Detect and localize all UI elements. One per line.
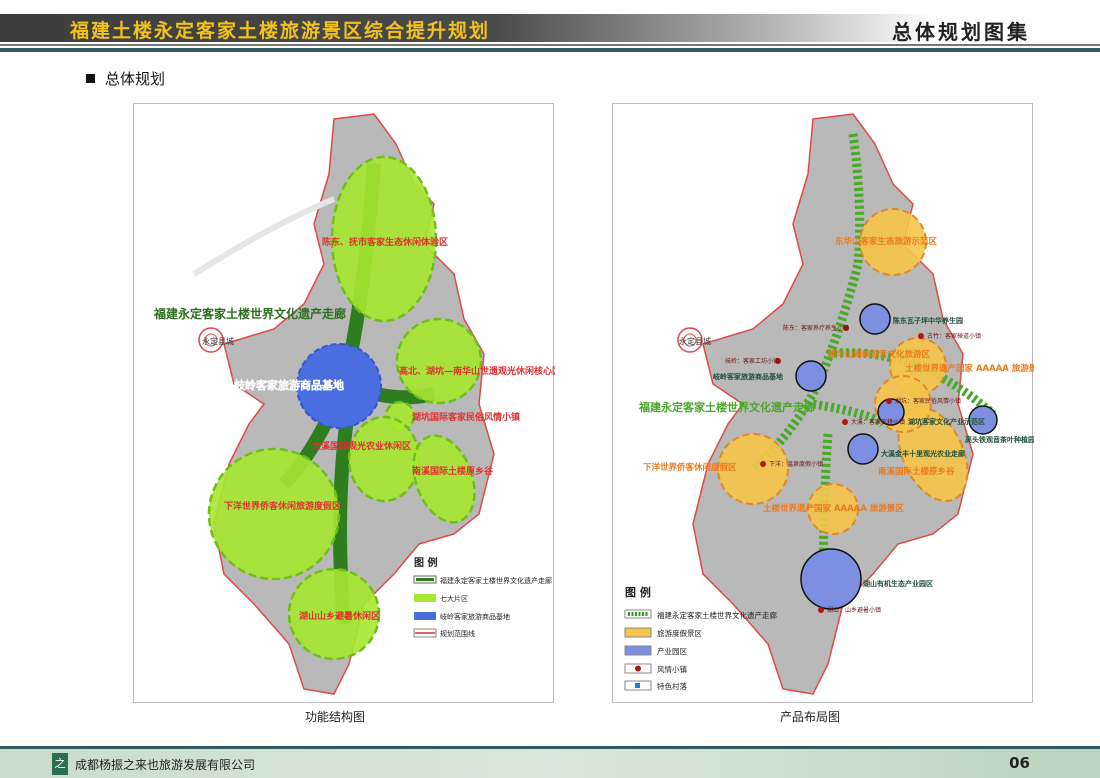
legend: 图 例 福建永定客家土楼世界文化遗产走廊 七大片区 岐岭客家旅游商品基地 规划范… [413,556,552,638]
legend: 图 例 福建永定客家土楼世界文化遗产走廊 旅游度假景区 产业园区 风情小镇 特色… [624,585,777,691]
zone-label: 高北、湖坑—南华山世遗观光休闲核心区 [399,365,555,377]
corridor-label: 福建永定客家土楼世界文化遗产走廊 [638,400,815,414]
base-circle [296,343,382,429]
zone-label: 陈东、抚市客家生态休闲体验区 [322,236,448,248]
zone-label: 湖坑国际客家民俗风情小镇 [412,411,520,423]
atlas-title: 总体规划图集 [892,20,1030,44]
town-label: 下洋：温泉度假小镇 [769,460,823,468]
park-label: 大溪金丰十里观光农业走廊 [881,449,965,458]
page-number: 06 [1009,754,1030,772]
resort-label: 土楼世界遗产国家 AAAAA 旅游景区 [905,363,1034,374]
legend-title: 图 例 [414,556,437,569]
right-map-caption: 产品布局图 [780,710,841,724]
legend-item: 七大片区 [440,594,468,603]
resort-label: 下洋世界侨客休闲度假区 [643,462,737,473]
town-label: 湖坑：客家民俗风情小镇 [895,397,961,405]
park-label: 岐岭客家旅游商品基地 [713,372,783,381]
resort-label: 东华山客家生态旅游示范区 [835,236,938,247]
zone-label: 大溪国际观光农业休闲区 [312,440,411,452]
section-heading: 总体规划 [86,68,165,89]
zone-label: 下洋世界侨客休闲旅游度假区 [224,500,341,512]
legend-item: 旅游度假景区 [657,628,702,638]
function-structure-map: 永定县城 陈东、抚市客家生态休闲体验区 高北、湖坑—南华山世遗观光休闲核心区 湖… [133,103,561,703]
town-label: 湖山：山乡避暑小镇 [827,606,881,614]
corridor-label: 福建永定客家土楼世界文化遗产走廊 [153,306,346,321]
town-label: 古竹：客家禅道小镇 [927,332,981,340]
park-label: 湖坑客家文化产业示范区 [908,417,985,426]
county-label: 永定县城 [679,336,711,346]
header-bar: 福建土楼永定客家土楼旅游景区综合提升规划 总体规划图集 [0,14,1100,44]
resort-areas [717,208,969,535]
product-layout-map: 永定县城 东华山客家生态旅游示范区 南华山海峡观音文化旅游区 土楼世界遗产国家 … [612,103,1046,703]
section-title: 总体规划 [105,70,166,88]
zones [207,155,483,661]
park-label: 高头铁观音茶叶种植园区 [965,435,1034,444]
legend-item: 岐岭客家旅游商品基地 [440,612,510,621]
company-name: 成都杨振之来也旅游发展有限公司 [75,758,256,772]
county-target-icon [677,327,703,353]
resort-label: 南溪国际土楼原乡谷 [878,466,955,477]
square-bullet-icon [86,74,95,83]
legend-title: 图 例 [625,585,651,599]
base-label: 岐岭客家旅游商品基地 [234,378,344,392]
town-label: 大溪：客家农耕小镇 [851,418,905,426]
legend-item: 福建永定客家土楼世界文化遗产走廊 [440,576,552,585]
divider [0,44,1100,46]
town-label: 岐岭：客家工坊小镇 [725,357,779,365]
legend-item: 特色村落 [657,681,687,691]
legend-item: 福建永定客家土楼世界文化遗产走廊 [657,610,777,620]
park-label: 湖山有机生态产业园区 [863,579,933,588]
park-label: 陈东瓦子坪中华养生园 [893,316,963,325]
legend-item: 风情小镇 [657,664,687,674]
divider [0,48,1100,52]
left-map-caption: 功能结构图 [305,710,366,724]
county-label: 永定县城 [202,336,234,346]
industry-parks [795,303,998,610]
zone-label: 南溪国际土楼原乡谷 [412,465,494,477]
document-title: 福建土楼永定客家土楼旅游景区综合提升规划 [70,20,491,42]
resort-label: 南华山海峡观音文化旅游区 [828,349,931,360]
county-target-icon [198,327,224,353]
company-logo-icon: 之 [52,753,68,775]
legend-item: 产业园区 [657,646,687,656]
town-label: 陈东：客家养疗养生小镇 [783,324,849,332]
legend-item: 规划范围线 [440,629,475,638]
footer: 之 成都杨振之来也旅游发展有限公司 06 [0,746,1100,778]
zone-label: 湖山山乡避暑休闲区 [299,610,380,622]
resort-label: 土楼世界遗产国家 AAAAA 旅游景区 [763,503,904,514]
